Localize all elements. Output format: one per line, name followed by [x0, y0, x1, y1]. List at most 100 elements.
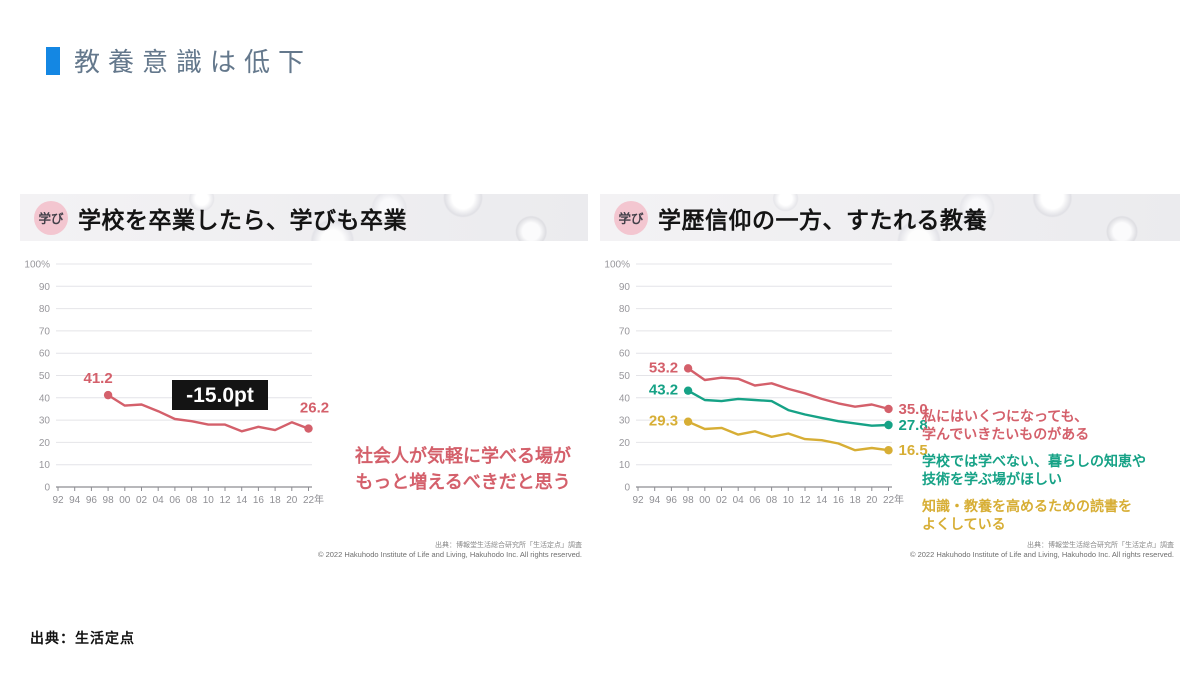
page-title: 教養意識は低下	[74, 47, 313, 77]
chart-right-legend: 私にはいくつになっても、 学んでいきたいものがある 学校では学べない、暮らしの知…	[922, 407, 1180, 542]
x-tick-label: 12	[219, 495, 231, 506]
legend-red-line1: 私にはいくつになっても、	[922, 408, 1089, 424]
series-end-dot	[304, 424, 313, 433]
y-tick-label: 90	[619, 282, 631, 293]
x-tick-label: 18	[850, 495, 862, 506]
x-tick-label: 18	[270, 495, 282, 506]
y-tick-label: 0	[624, 483, 630, 494]
series-line	[106, 393, 310, 433]
y-tick-label: 80	[619, 304, 631, 315]
legend-red-line2: 学んでいきたいものがある	[922, 426, 1090, 443]
y-tick-label: 20	[619, 438, 631, 449]
y-tick-label: 30	[619, 416, 631, 427]
line-chart-right: 100% 90 80 70 60 50 40 30 20 10 092 94 96 98 00 02 04 06 0…	[604, 260, 928, 507]
y-tick-label: 40	[619, 393, 631, 404]
change-annotation-box	[172, 380, 268, 410]
x-tick-label: 04	[153, 495, 165, 506]
y-tick-label: 10	[39, 460, 51, 471]
series-end-value: 26.2	[300, 400, 329, 417]
series-start-dot	[103, 390, 113, 400]
y-tick-label: 20	[39, 438, 51, 449]
x-tick-label: 12	[799, 495, 811, 506]
credit-left-copyright: © 2022 Hakuhodo Institute of Life and Li…	[317, 550, 582, 560]
y-tick-label: 40	[39, 393, 51, 404]
change-annotation-text: -15.0pt	[186, 384, 254, 407]
legend-yellow-line2: よくしている	[922, 516, 1006, 533]
x-tick-label: 22年	[883, 493, 904, 506]
series-line	[686, 367, 890, 411]
y-tick-label: 100%	[24, 260, 50, 271]
x-tick-label: 16	[833, 495, 845, 506]
x-tick-label: 04	[733, 495, 745, 506]
x-tick-label: 20	[286, 495, 298, 506]
y-tick-label: 30	[39, 416, 51, 427]
credit-right-copyright: © 2022 Hakuhodo Institute of Life and Li…	[909, 550, 1174, 560]
y-tick-label: 70	[39, 326, 51, 337]
x-tick-label: 08	[766, 495, 778, 506]
series-start-value: 29.3	[649, 413, 678, 430]
source-note: 出典：生活定点	[30, 630, 135, 646]
series-start-value: 41.2	[83, 370, 112, 387]
series-end-dot	[884, 446, 893, 455]
x-tick-label: 00	[119, 495, 131, 506]
legend-item-teal: 学校では学べない、暮らしの知恵や 技術を学ぶ場がほしい	[922, 452, 1180, 489]
y-tick-label: 90	[39, 282, 51, 293]
chart-left-annotation: 社会人が気軽に学べる場が もっと増えるべきだと思う	[335, 443, 591, 495]
x-tick-label: 94	[649, 495, 661, 506]
x-tick-label: 96	[86, 495, 98, 506]
x-tick-label: 22年	[303, 493, 324, 506]
series-line	[686, 389, 890, 427]
y-tick-label: 50	[39, 371, 51, 382]
x-tick-label: 08	[186, 495, 198, 506]
y-tick-label: 0	[44, 483, 50, 494]
y-tick-label: 100%	[604, 260, 630, 271]
series-end-value: 27.8	[899, 417, 928, 434]
x-tick-label: 02	[716, 495, 728, 506]
panel-left-chart: 学び 学校を卒業したら、学びも卒業 100% 90 80 70 60 50 40 30 20 10…	[20, 194, 591, 560]
series-end-dot	[884, 404, 893, 414]
series-end-dot	[884, 420, 893, 430]
category-badge-manabi-left: 学び	[34, 200, 68, 235]
panel-left-heading: 学校を卒業したら、学びも卒業	[78, 206, 407, 233]
chart-left-annotation-line2: もっと増えるべきだと思う	[355, 472, 571, 493]
x-tick-label: 06	[169, 495, 181, 506]
x-tick-label: 16	[253, 495, 265, 506]
title-accent-bar-icon	[46, 46, 60, 75]
chart-right-area: 100% 90 80 70 60 50 40 30 20 10 0 92 94 96 98 00 02 04 06 0…	[600, 241, 1180, 560]
x-tick-label: 00	[699, 495, 711, 506]
y-tick-label: 10	[619, 460, 631, 471]
line-chart-left: 100% 90 80 70 60 50 40 30 20 10 092 94 96 98 00 02 04 06 0…	[24, 260, 329, 507]
legend-teal-line2: 技術を学ぶ場がほしい	[922, 471, 1062, 488]
x-tick-label: 96	[666, 495, 678, 506]
y-tick-label: 80	[39, 304, 51, 315]
credit-right: 出典：博報堂生活総合研究所「生活定点」調査 © 2022 Hakuhodo In…	[910, 541, 1174, 561]
series-start-value: 53.2	[649, 359, 678, 376]
series-end-value: 35.0	[899, 401, 928, 418]
x-tick-label: 98	[103, 495, 115, 506]
chart-left-area: 100% 90 80 70 60 50 40 30 20 10 0 92 94 96 98 00 02 04 06 0…	[20, 241, 591, 560]
chart-left-annotation-line1: 社会人が気軽に学べる場が	[355, 446, 571, 466]
slide-title-block: 教養意識は低下	[46, 42, 312, 79]
series-end-value: 16.5	[899, 442, 928, 459]
x-tick-label: 02	[136, 495, 148, 506]
panel-right-chart: 学び 学歴信仰の一方、すたれる教養 100% 90 80 70 60 50 40 30 20 10…	[600, 194, 1180, 560]
credit-left: 出典：博報堂生活総合研究所「生活定点」調査 © 2022 Hakuhodo In…	[318, 541, 582, 561]
x-tick-label: 98	[683, 495, 695, 506]
series-start-value: 43.2	[649, 382, 678, 399]
x-tick-label: 14	[236, 495, 248, 506]
x-tick-label: 92	[52, 495, 64, 506]
series-start-dot	[683, 364, 693, 373]
y-tick-label: 50	[619, 371, 631, 382]
credit-right-source: 出典：博報堂生活総合研究所「生活定点」調査	[1027, 542, 1174, 549]
panel-left-header: 学び 学校を卒業したら、学びも卒業	[20, 194, 588, 241]
series-start-dot	[683, 386, 693, 395]
credit-left-source: 出典：博報堂生活総合研究所「生活定点」調査	[435, 542, 582, 549]
series-start-dot	[683, 417, 693, 426]
series-line	[686, 420, 890, 452]
category-badge-manabi-right: 学び	[614, 200, 648, 235]
x-tick-label: 10	[203, 495, 215, 506]
legend-item-red: 私にはいくつになっても、 学んでいきたいものがある	[922, 407, 1180, 444]
panel-right-header: 学び 学歴信仰の一方、すたれる教養	[600, 194, 1180, 241]
x-tick-label: 10	[783, 495, 795, 506]
